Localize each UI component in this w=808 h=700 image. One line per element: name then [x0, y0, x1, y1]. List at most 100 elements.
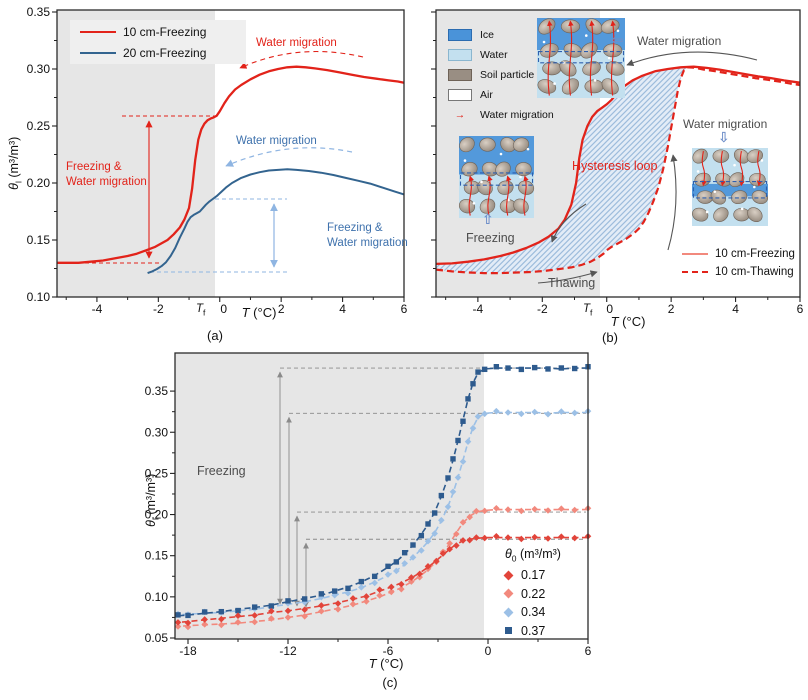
- air-pocket-icon: [760, 159, 764, 162]
- soil-particle-icon: [601, 78, 619, 95]
- marker-0.22: [363, 598, 370, 605]
- svg-text:2: 2: [668, 302, 675, 316]
- marker-0.34: [474, 413, 482, 420]
- tf-sub: f: [203, 307, 206, 318]
- marker-0.34: [431, 530, 438, 537]
- panel-label-a: (a): [207, 328, 223, 343]
- legend-item: 0.34: [503, 603, 561, 622]
- legend-item: 0.17: [503, 566, 561, 585]
- soil-particle-icon: [561, 78, 579, 95]
- annotation-line: Water migration: [327, 237, 408, 249]
- marker-0.22: [466, 513, 473, 521]
- marker-0.22: [459, 519, 467, 526]
- marker-0.37: [331, 588, 338, 594]
- legend-label: 0.17: [521, 568, 546, 583]
- water-migration-arrow-icon: [739, 151, 745, 187]
- marker-0.22: [481, 507, 488, 515]
- ylabel-var: θ: [6, 183, 21, 190]
- svg-text:-18: -18: [179, 644, 197, 658]
- ylabel-sub: l: [150, 518, 161, 521]
- svg-text:-4: -4: [92, 302, 103, 316]
- marker-0.37: [493, 364, 500, 370]
- marker-0.34: [544, 410, 552, 418]
- marker-0.22: [284, 614, 292, 621]
- water-migration-arrow-icon: [487, 175, 493, 216]
- marker-0.22: [376, 592, 383, 599]
- air-pocket-icon: [705, 210, 709, 214]
- square-marker-icon: [505, 627, 512, 635]
- soil-particle-icon: [751, 190, 768, 205]
- marker-0.17: [571, 534, 578, 542]
- water-migration-arrow-icon: →: [454, 108, 466, 121]
- svg-text:4: 4: [732, 302, 739, 316]
- marker-0.34: [371, 579, 378, 587]
- marker-0.34: [444, 503, 452, 511]
- ice-swatch-icon: [448, 28, 472, 41]
- svg-text:6: 6: [401, 302, 408, 316]
- water-swatch-icon: [448, 48, 472, 61]
- annotation-line: Freezing &: [327, 222, 383, 234]
- marker-0.37: [571, 365, 578, 372]
- marker-0.37: [201, 609, 208, 615]
- marker-0.17: [446, 545, 453, 553]
- marker-0.37: [481, 366, 488, 373]
- annotation-line: Freezing &: [66, 161, 122, 173]
- soil-particle-icon: [733, 207, 750, 222]
- marker-0.34: [401, 560, 408, 567]
- marker-0.17: [318, 602, 325, 609]
- annotation-water-migration-red: Water migration: [256, 37, 337, 49]
- water-migration-arrow-icon: [610, 20, 616, 96]
- marker-0.22: [453, 530, 460, 538]
- y-axis-label-c: θl (m³/m³): [144, 430, 161, 570]
- marker-0.17: [473, 534, 480, 541]
- marker-0.37: [558, 365, 565, 371]
- marker-0.17: [459, 537, 467, 544]
- soil-particle-swatch-icon: [448, 68, 472, 81]
- marker-0.34: [358, 584, 365, 591]
- marker-0.17: [424, 563, 432, 570]
- legend-title-var: θ: [505, 547, 512, 561]
- air-pocket-icon: [753, 185, 756, 189]
- annotation-water-migration-top: Water migration: [637, 34, 722, 48]
- legend-item: Air: [448, 88, 554, 101]
- marker-0.37: [545, 366, 551, 372]
- marker-0.37: [401, 550, 408, 556]
- line-sample-icon: [80, 51, 116, 54]
- svg-text:0: 0: [485, 644, 492, 658]
- annotation-freezing-water-migration-red: Freezing & Water migration: [66, 160, 147, 190]
- svg-text:-4: -4: [473, 302, 484, 316]
- legend-title-sub: 0: [511, 553, 517, 564]
- legend-label: 20 cm-Freezing: [123, 45, 207, 60]
- marker-0.17: [416, 570, 423, 578]
- svg-text:2: 2: [278, 302, 285, 316]
- marker-0.22: [349, 600, 357, 608]
- marker-0.22: [388, 588, 395, 596]
- soil-particle-icon: [749, 172, 766, 187]
- ylabel-unit: (m³/m³): [143, 473, 158, 515]
- annotation-freezing-water-migration-blue: Freezing & Water migration: [327, 221, 408, 251]
- legend-label: 0.34: [521, 605, 546, 620]
- air-pocket-icon: [499, 152, 503, 156]
- marker-0.34: [344, 589, 352, 597]
- marker-0.22: [301, 613, 308, 620]
- water-migration-arrow-icon: [547, 20, 553, 96]
- soil-particle-icon: [479, 137, 496, 152]
- marker-0.34: [393, 567, 400, 575]
- legend-title: θ0 (m³/m³): [505, 547, 561, 566]
- legend-label: Water: [480, 48, 508, 61]
- marker-0.34: [454, 474, 462, 481]
- svg-text:-2: -2: [537, 302, 548, 316]
- legend-label: 10 cm-Freezing: [123, 24, 207, 39]
- marker-0.37: [318, 591, 325, 597]
- marker-0.34: [531, 408, 538, 416]
- legend-item: 10 cm-Thawing: [682, 266, 795, 278]
- annotation-hysteresis-loop: Hysteresis loop: [572, 159, 658, 173]
- water-migration-arrow-icon: [589, 20, 595, 96]
- svg-text:0: 0: [220, 302, 227, 316]
- diamond-marker-icon: [503, 588, 514, 599]
- marker-0.37: [235, 607, 241, 614]
- marker-0.37: [345, 585, 351, 592]
- tf-sub: f: [590, 307, 593, 318]
- marker-0.37: [470, 381, 476, 387]
